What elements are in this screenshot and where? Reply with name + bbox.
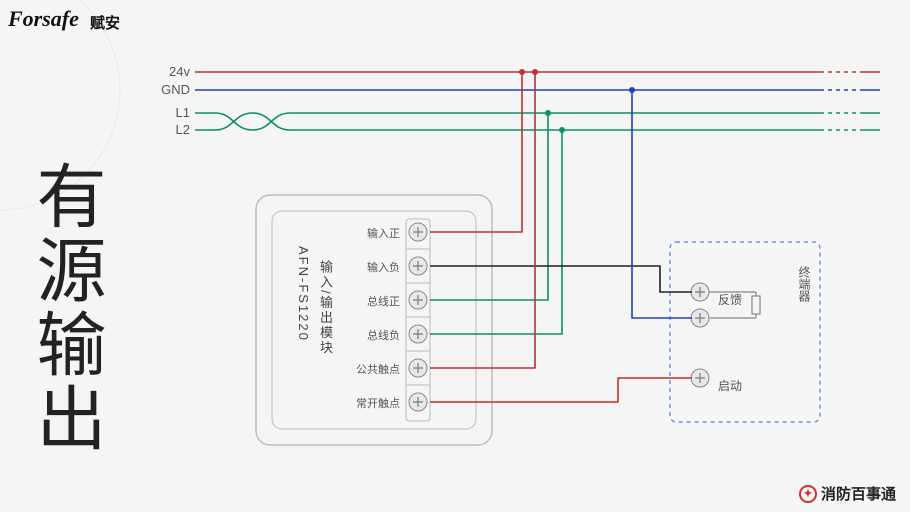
bus-label-24v: 24v xyxy=(150,64,190,79)
brand-logo: Forsafe xyxy=(8,6,79,32)
brand-sub: 赋安 xyxy=(90,12,120,33)
footer-icon: ✦ xyxy=(799,485,817,503)
page-title: 有源输出 xyxy=(16,160,117,456)
termbox-label-fb: 反馈 xyxy=(718,291,742,308)
terminal-label-bus-pos: 总线正 xyxy=(350,293,400,309)
bus-label-l1: L1 xyxy=(150,105,190,120)
footer: ✦ 消防百事通 xyxy=(799,483,896,504)
terminal-label-in-pos: 输入正 xyxy=(350,225,400,241)
footer-text: 消防百事通 xyxy=(821,483,896,504)
termbox-title: 终端器 xyxy=(796,266,813,302)
bus-label-l2: L2 xyxy=(150,122,190,137)
termbox-label-start: 启动 xyxy=(718,377,742,394)
module-model: AFN-FS1220 xyxy=(296,246,311,342)
module-title: 输入/输出模块 xyxy=(316,260,335,356)
wiring-diagram xyxy=(0,0,910,512)
terminal-label-no: 常开触点 xyxy=(350,395,400,411)
terminal-label-com: 公共触点 xyxy=(350,361,400,377)
terminal-label-in-neg: 输入负 xyxy=(350,259,400,275)
bus-label-gnd: GND xyxy=(150,82,190,97)
terminal-label-bus-neg: 总线负 xyxy=(350,327,400,343)
